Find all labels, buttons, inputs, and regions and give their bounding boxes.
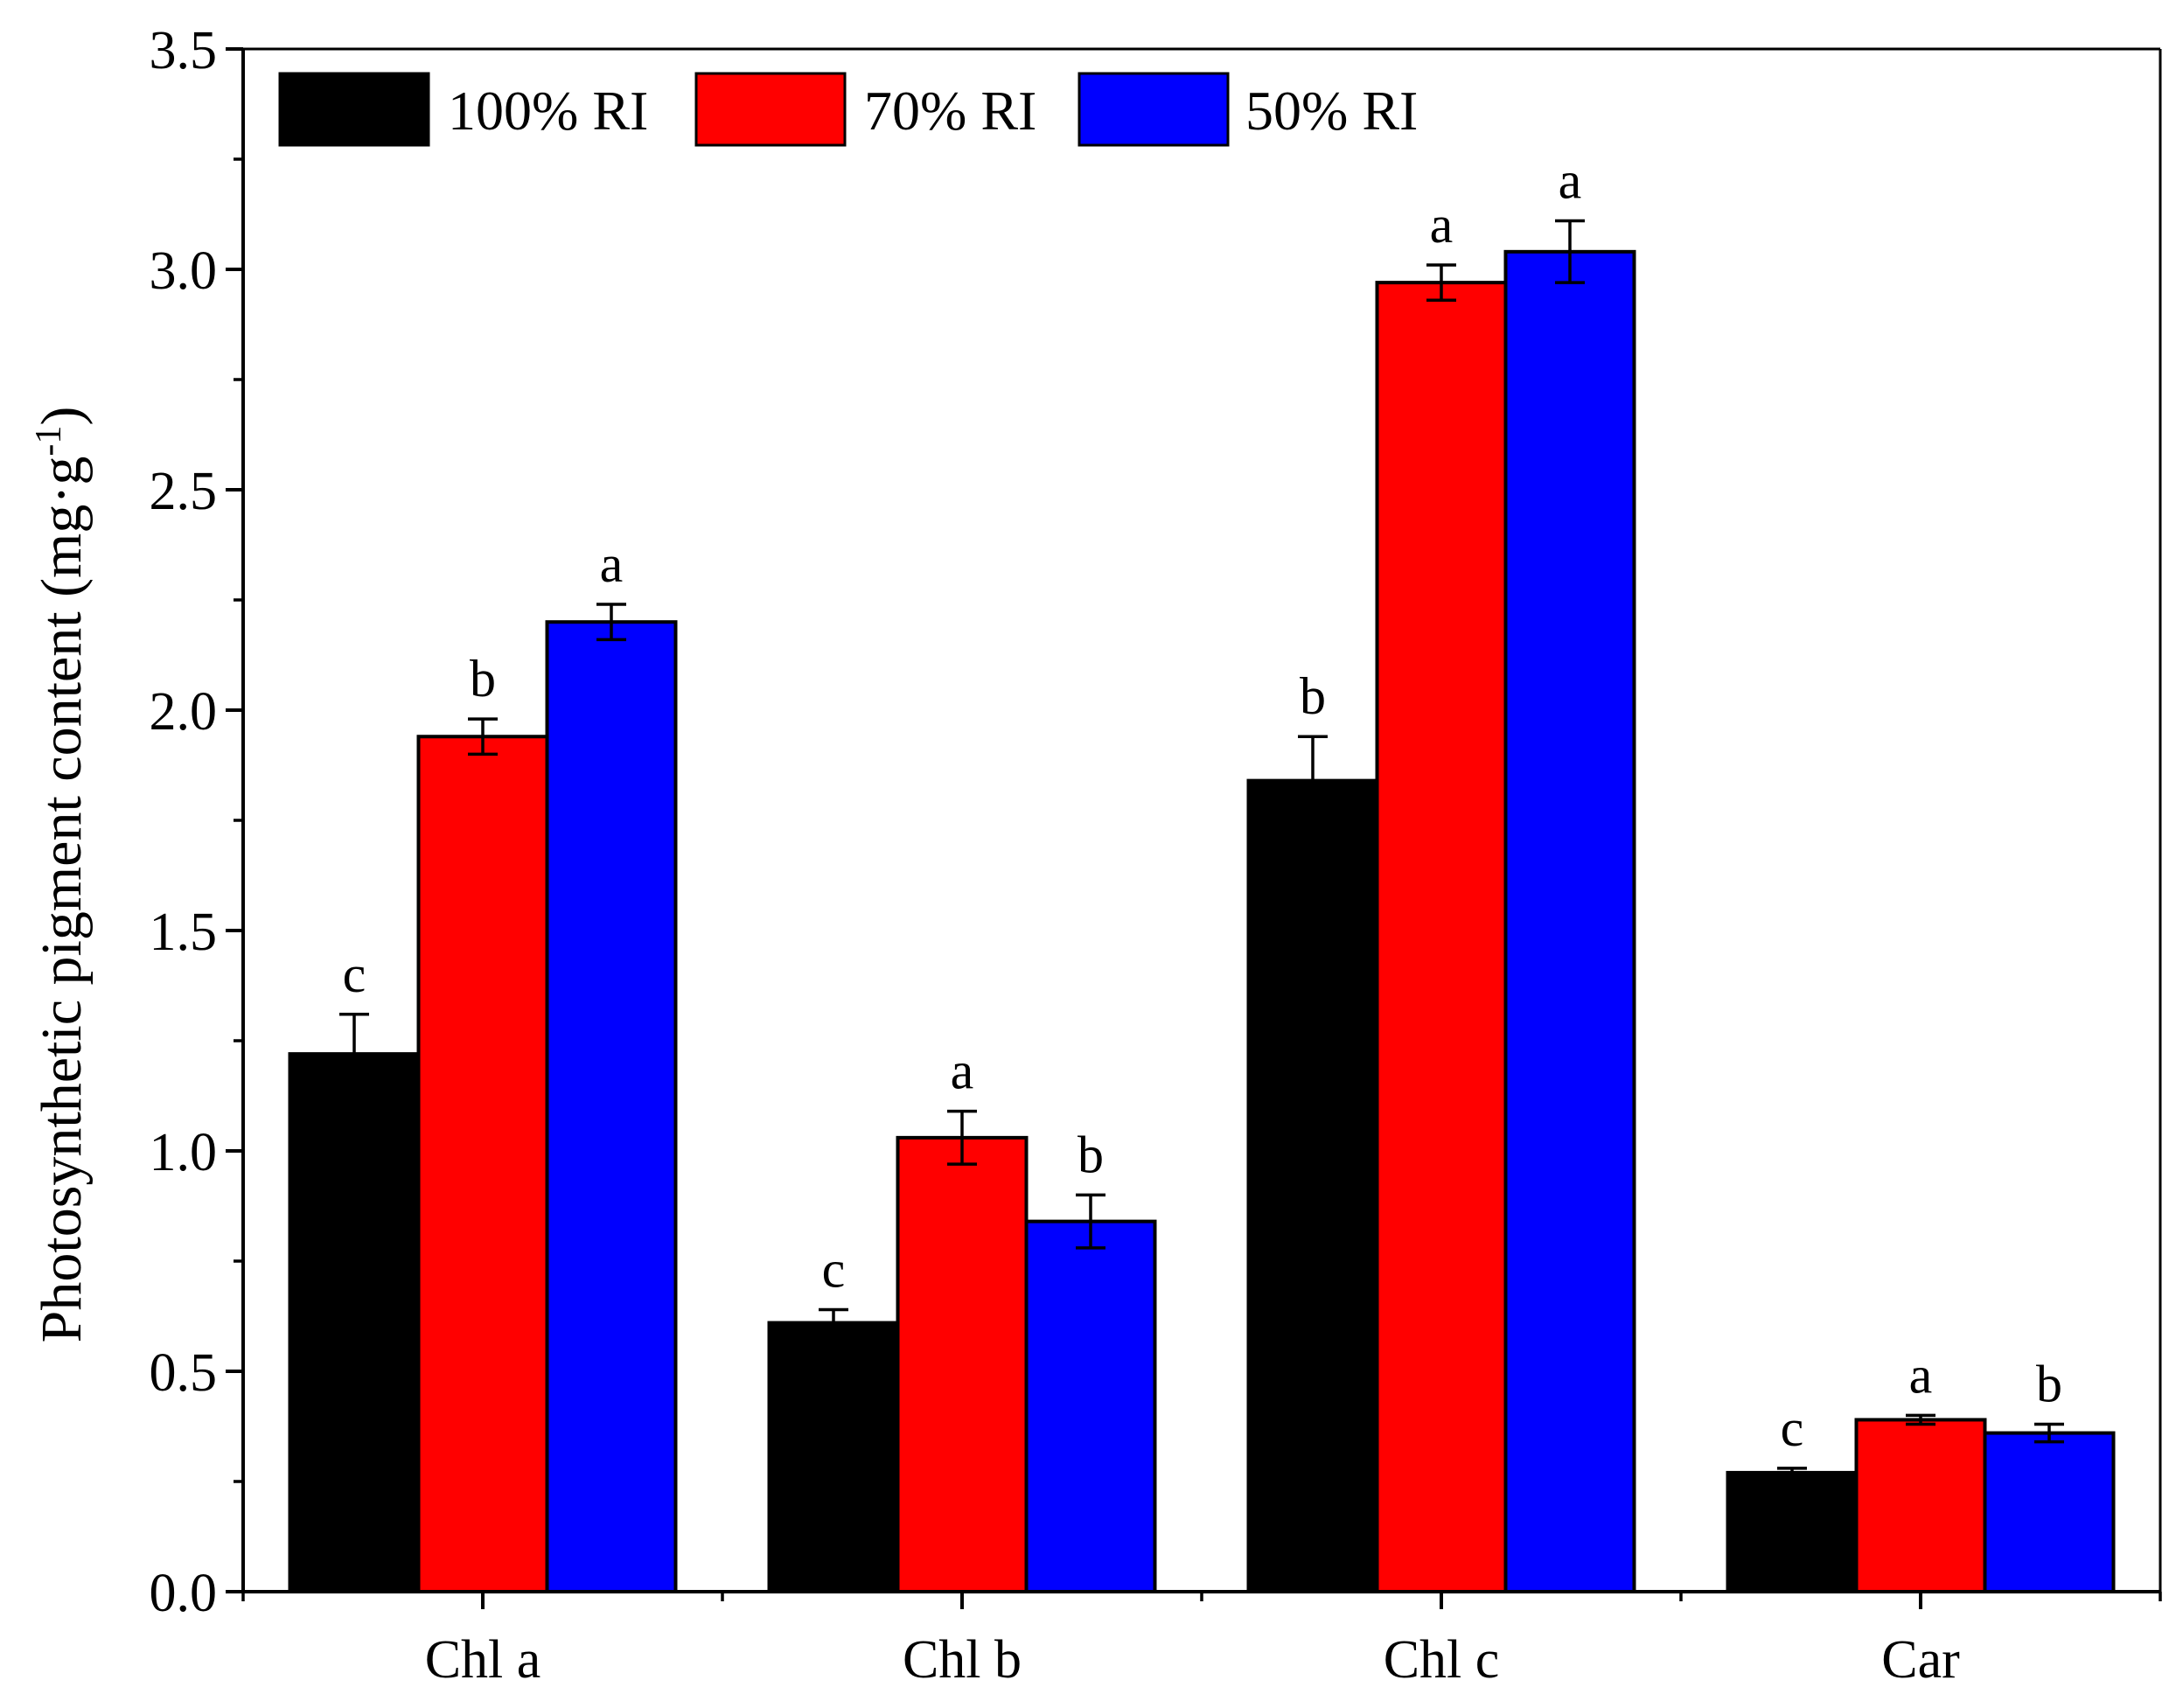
bar-chl-c-70ri	[1375, 281, 1508, 1593]
significance-letter: a	[1909, 1346, 1933, 1404]
bar-car-70ri	[1854, 1418, 1987, 1593]
x-category-label: Chl c	[1384, 1630, 1500, 1690]
y-tick-label: 2.0	[150, 682, 218, 742]
x-category-label: Chl a	[425, 1630, 541, 1690]
significance-letter: b	[2036, 1355, 2062, 1412]
y-tick-label: 1.5	[150, 903, 218, 962]
significance-letter: b	[470, 650, 496, 708]
y-axis-title-close: )	[30, 407, 94, 426]
bar-chl-a-50ri	[545, 620, 678, 1594]
y-axis-title-superscript: -1	[29, 426, 69, 457]
y-axis-title-group: Photosynthetic pigment content (mg·g-1)	[29, 407, 94, 1343]
y-axis-title-main: Photosynthetic pigment content (mg·g	[30, 457, 94, 1343]
legend-label: 100% RI	[448, 80, 648, 142]
legend: 100% RI 70% RI 50% RI	[278, 72, 1418, 147]
bar-chl-c-50ri	[1503, 249, 1636, 1594]
legend-label: 70% RI	[864, 80, 1036, 142]
significance-letter: a	[1559, 152, 1582, 210]
y-tick-label: 1.0	[150, 1123, 218, 1182]
significance-letter: b	[1300, 667, 1326, 725]
bar-chl-c-100ri	[1246, 778, 1379, 1593]
y-tick-label: 0.5	[150, 1343, 218, 1403]
legend-swatch	[694, 72, 847, 147]
bar-car-100ri	[1726, 1470, 1859, 1594]
significance-letter: c	[822, 1240, 846, 1298]
bar-chl-b-70ri	[896, 1135, 1029, 1593]
bar-chl-b-100ri	[767, 1321, 900, 1594]
y-tick-label: 3.0	[150, 241, 218, 301]
significance-letter: b	[1078, 1126, 1104, 1183]
significance-letter: a	[600, 535, 624, 593]
legend-swatch	[278, 72, 430, 147]
bar-chl-b-50ri	[1024, 1219, 1157, 1593]
legend-swatch	[1078, 72, 1230, 147]
bars-layer	[288, 249, 2116, 1594]
axes-layer: 0.0 0.5 1.0 1.5 2.0 2.5 3.0 3.5 Chl a Chl b Chl c C…	[150, 21, 2162, 1690]
significance-letter: a	[1430, 196, 1454, 254]
y-tick-label: 2.5	[150, 462, 218, 521]
significance-letter: c	[1781, 1399, 1804, 1457]
significance-letters-layer: c b a c a b b a a c a b	[343, 152, 2062, 1457]
legend-label: 50% RI	[1245, 80, 1418, 142]
x-category-label: Car	[1881, 1630, 1960, 1690]
y-tick-label: 3.5	[150, 21, 218, 80]
x-category-label: Chl b	[903, 1630, 1022, 1690]
significance-letter: a	[951, 1042, 974, 1100]
significance-letter: c	[343, 945, 366, 1003]
bar-car-50ri	[1983, 1431, 2116, 1594]
bar-chl-a-70ri	[416, 735, 549, 1593]
error-bars-layer	[339, 219, 2064, 1479]
y-tick-label: 0.0	[150, 1564, 218, 1623]
y-axis-title: Photosynthetic pigment content (mg·g-1)	[29, 407, 94, 1343]
bar-chl-a-100ri	[288, 1052, 421, 1593]
